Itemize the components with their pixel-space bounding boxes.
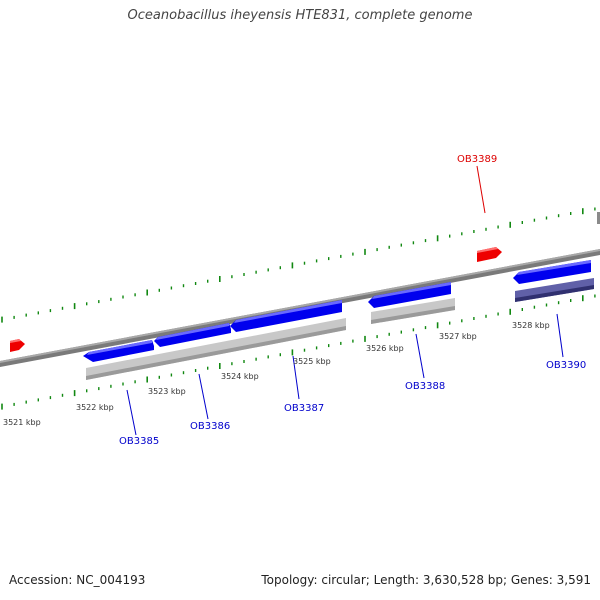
- gene-arrow-partial[interactable]: [10, 339, 25, 352]
- scale-label: 3527 kbp: [439, 332, 477, 341]
- scale-label: 3524 kbp: [221, 372, 259, 381]
- label-leader-line: [198, 373, 209, 420]
- label-leader-line: [476, 165, 486, 214]
- gene-label-ob3387[interactable]: OB3387: [284, 403, 324, 414]
- genome-backbone-highlight: [0, 249, 600, 363]
- accession-text: Accession: NC_004193: [9, 573, 146, 587]
- label-leader-line: [126, 389, 137, 436]
- label-leader-line: [292, 355, 300, 400]
- gene-arrow-ob3390[interactable]: [513, 260, 591, 284]
- scale-label: 3526 kbp: [366, 344, 404, 353]
- gene-arrow-ob3385[interactable]: [83, 340, 154, 362]
- cds-shadow-bar: [371, 306, 455, 324]
- gene-label-ob3389[interactable]: OB3389: [457, 154, 497, 165]
- scale-label: 3528 kbp: [512, 321, 550, 330]
- map-title: Oceanobacillus iheyensis HTE831, complet…: [127, 8, 473, 23]
- label-leader-line: [415, 333, 425, 379]
- scale-label: 3521 kbp: [3, 418, 41, 427]
- scale-label: 3523 kbp: [148, 387, 186, 396]
- cds-shadow-bar: [86, 326, 346, 380]
- upper-tick-track: [1, 207, 596, 323]
- gene-label-ob3385[interactable]: OB3385: [119, 436, 159, 447]
- scale-label: 3522 kbp: [76, 403, 114, 412]
- label-leader-line: [556, 313, 564, 358]
- genome-summary-text: Topology: circular; Length: 3,630,528 bp…: [261, 573, 591, 587]
- gene-label-ob3388[interactable]: OB3388: [405, 381, 445, 392]
- lower-tick-track: [1, 294, 596, 410]
- cds-shadow-bar: [515, 285, 594, 302]
- gene-label-ob3390[interactable]: OB3390: [546, 360, 586, 371]
- gene-arrow-ob3387[interactable]: [230, 300, 342, 332]
- scale-label: 3525 kbp: [293, 357, 331, 366]
- gene-arrow-ob3389[interactable]: [477, 247, 502, 262]
- track-edge-marker: [597, 212, 600, 224]
- gene-arrow-ob3386[interactable]: [154, 323, 231, 347]
- gene-arrow-ob3388[interactable]: [368, 282, 451, 308]
- gene-label-ob3386[interactable]: OB3386: [190, 421, 230, 432]
